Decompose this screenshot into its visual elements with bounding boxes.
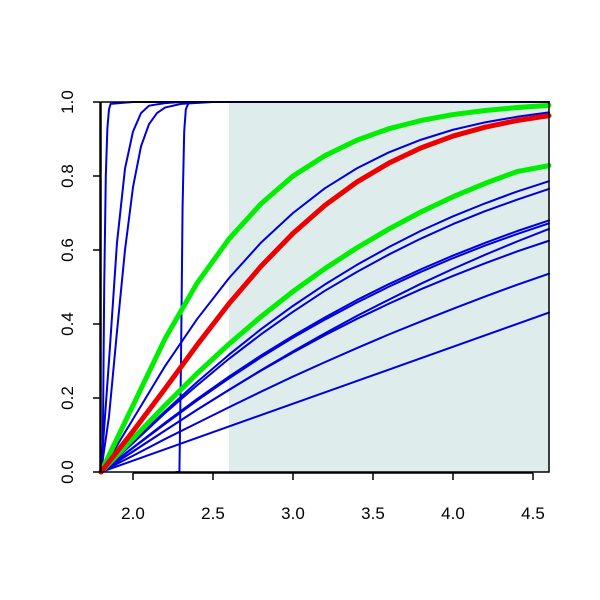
blue-series-line	[100, 187, 550, 473]
blue-series-line	[100, 101, 214, 473]
x-tick-label: 4.0	[441, 504, 465, 523]
blue-series-line	[100, 111, 550, 473]
x-tick-label: 3.5	[361, 504, 385, 523]
x-tick-label: 2.0	[121, 504, 145, 523]
red-series-line	[98, 113, 552, 475]
x-axis: 2.0 2.5 3.0 3.5 4.0 4.5	[121, 472, 545, 523]
y-tick-label: 0.8	[58, 164, 77, 188]
x-tick-label: 2.5	[201, 504, 225, 523]
x-tick-label: 4.5	[521, 504, 545, 523]
series-layer	[98, 101, 552, 475]
blue-series-line	[100, 272, 550, 473]
blue-series-line	[100, 311, 550, 473]
blue-series-line	[100, 180, 550, 473]
blue-series-line	[100, 222, 550, 473]
green-series-line	[98, 102, 552, 475]
plot-frame	[100, 101, 550, 473]
y-axis: 0.0 0.2 0.4 0.6 0.8 1.0	[58, 90, 101, 484]
x-tick-label: 3.0	[281, 504, 305, 523]
y-tick-label: 0.2	[58, 386, 77, 410]
y-tick-label: 1.0	[58, 90, 77, 114]
blue-series-line	[100, 227, 550, 473]
y-tick-label: 0.6	[58, 238, 77, 262]
y-tick-label: 0.4	[58, 312, 77, 336]
green-series-line	[98, 163, 552, 475]
y-tick-label: 0.0	[58, 460, 77, 484]
